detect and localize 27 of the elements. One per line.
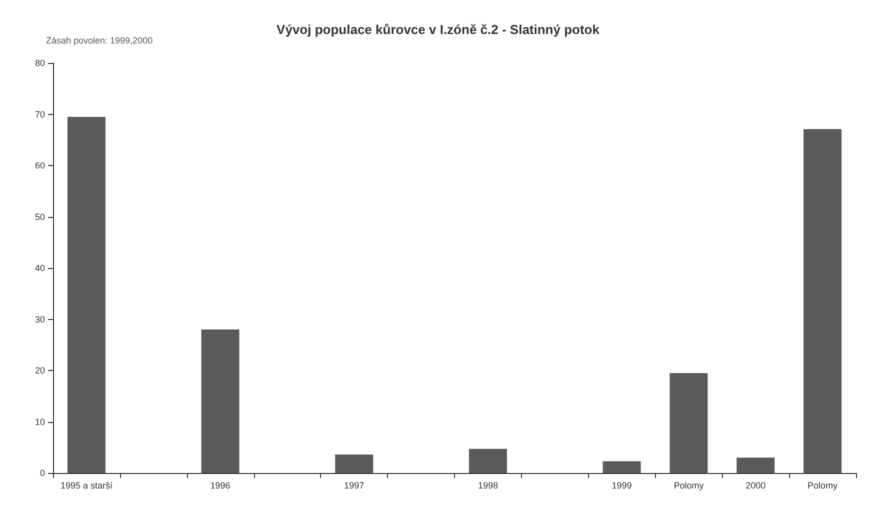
- y-tick-label: 20: [34, 366, 45, 376]
- x-tick-label: Polomy: [674, 480, 704, 490]
- bar: [670, 373, 708, 473]
- y-tick-label: 40: [34, 263, 45, 273]
- y-tick-label: 70: [34, 109, 45, 120]
- y-tick-label: 50: [34, 212, 45, 222]
- y-tick-label: 0: [40, 468, 45, 478]
- bar: [67, 116, 106, 473]
- x-tick-label: 1996: [210, 480, 230, 490]
- chart-title: Vývoj populace kůrovce v I.zóně č.2 - Slatinný potok: [276, 22, 600, 37]
- x-tick-label: 1999: [612, 480, 632, 490]
- bar: [201, 330, 240, 473]
- y-tick-label: 80: [34, 58, 45, 68]
- x-tick-label: 1995 a starší: [60, 480, 113, 490]
- bar: [335, 454, 374, 473]
- bar: [468, 448, 507, 473]
- x-tick-label: 2000: [746, 480, 766, 490]
- bar: [736, 458, 775, 473]
- y-tick-label: 60: [34, 160, 45, 170]
- y-tick-label: 10: [34, 416, 45, 427]
- x-tick-label: 1998: [478, 480, 498, 490]
- y-tick-label: 30: [34, 314, 45, 324]
- x-tick-label: 1997: [344, 480, 364, 490]
- bar: [804, 129, 842, 473]
- x-tick-label: Polomy: [808, 480, 838, 490]
- bar: [602, 461, 641, 473]
- text: Zásah povolen: 1999,2000: [46, 36, 153, 46]
